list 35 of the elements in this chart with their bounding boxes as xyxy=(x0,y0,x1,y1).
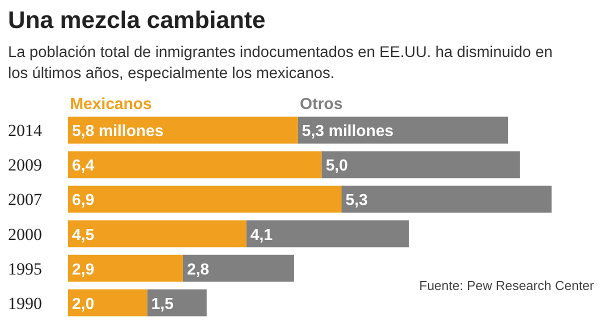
bar xyxy=(68,289,148,316)
data-label: 1,5 xyxy=(151,296,174,313)
data-label: 6,4 xyxy=(72,158,94,175)
y-tick-label: 2000 xyxy=(8,224,42,244)
bar xyxy=(298,116,508,144)
data-label: 2,0 xyxy=(72,296,94,313)
bar xyxy=(68,116,298,144)
data-label: 5,3 millones xyxy=(302,123,394,140)
bar xyxy=(68,254,183,282)
y-tick-label: 2014 xyxy=(8,121,42,140)
y-tick-label: 1995 xyxy=(8,259,42,278)
bar xyxy=(68,220,246,248)
data-label: 2,9 xyxy=(72,261,94,278)
bar xyxy=(68,151,322,178)
bar xyxy=(182,254,294,282)
bar xyxy=(147,289,207,316)
data-label: 4,1 xyxy=(250,226,273,244)
data-label: 2,8 xyxy=(186,261,210,278)
series-label: Mexicanos xyxy=(70,96,152,113)
bar xyxy=(342,186,552,213)
y-tick-label: 2007 xyxy=(8,190,42,210)
data-label: 5,8 millones xyxy=(72,123,164,140)
chart-title: Una mezcla cambiante xyxy=(8,7,266,34)
bar xyxy=(68,186,342,213)
annotation: Fuente: Pew Research Center xyxy=(419,278,595,293)
data-label: 5,3 xyxy=(346,192,368,210)
data-label: 5,0 xyxy=(326,158,348,175)
chart-subtitle: La población total de inmigrantes indocumentados en EE.UU. ha disminuido en los últimos años, especialmente los mexicanos. xyxy=(8,44,553,82)
bar xyxy=(322,151,520,178)
y-tick-label: 1990 xyxy=(8,294,42,313)
data-label: 4,5 xyxy=(72,226,94,244)
series-label: Otros xyxy=(300,96,343,113)
data-label: 6,9 xyxy=(72,192,94,210)
bar xyxy=(246,220,409,248)
y-tick-label: 2009 xyxy=(8,156,42,175)
